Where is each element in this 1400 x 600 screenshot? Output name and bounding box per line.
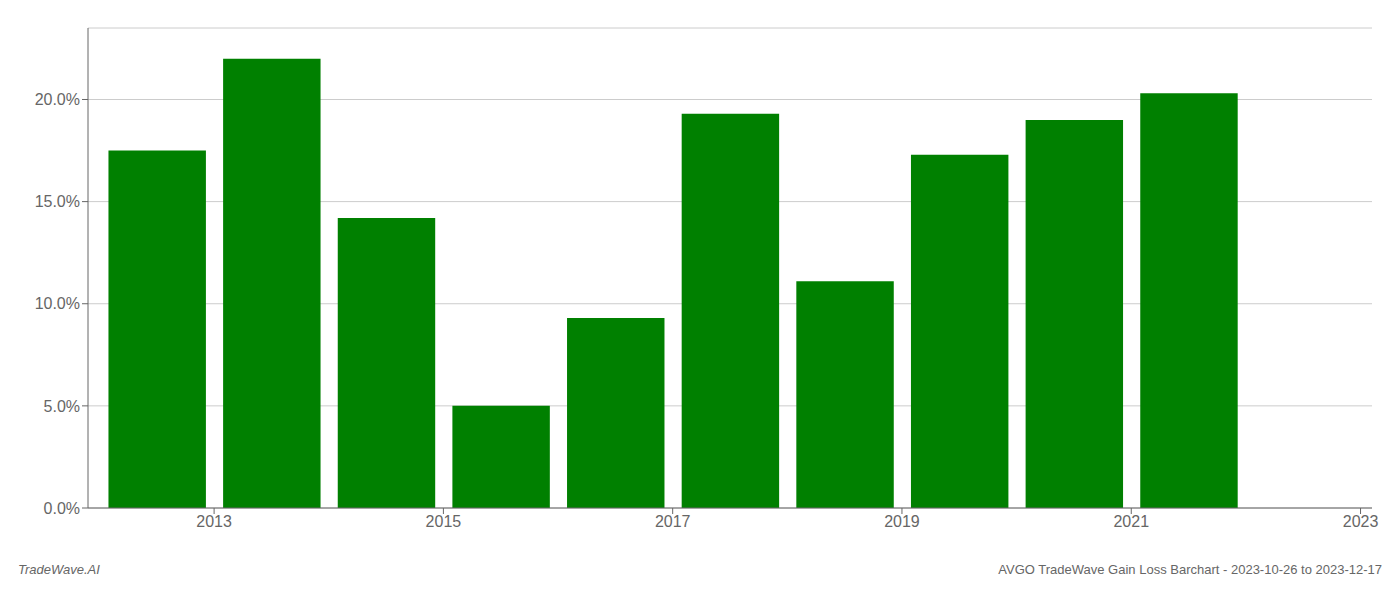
html-text:TradeWave.AI: TradeWave.AI — [18, 562, 100, 577]
svg-text:15.0%: 15.0% — [35, 193, 80, 210]
svg-text:2013: 2013 — [196, 513, 232, 530]
svg-text:2021: 2021 — [1113, 513, 1149, 530]
svg-text:2023: 2023 — [1343, 513, 1379, 530]
svg-text:2019: 2019 — [884, 513, 920, 530]
svg-text:10.0%: 10.0% — [35, 295, 80, 312]
svg-text:5.0%: 5.0% — [44, 398, 80, 415]
svg-text:0.0%: 0.0% — [44, 500, 80, 517]
svg-text:2017: 2017 — [655, 513, 691, 530]
svg-text:2015: 2015 — [426, 513, 462, 530]
html-text:AVGO TradeWave Gain Loss Barch: AVGO TradeWave Gain Loss Barchart - 2023… — [998, 562, 1382, 577]
svg-text:20.0%: 20.0% — [35, 91, 80, 108]
